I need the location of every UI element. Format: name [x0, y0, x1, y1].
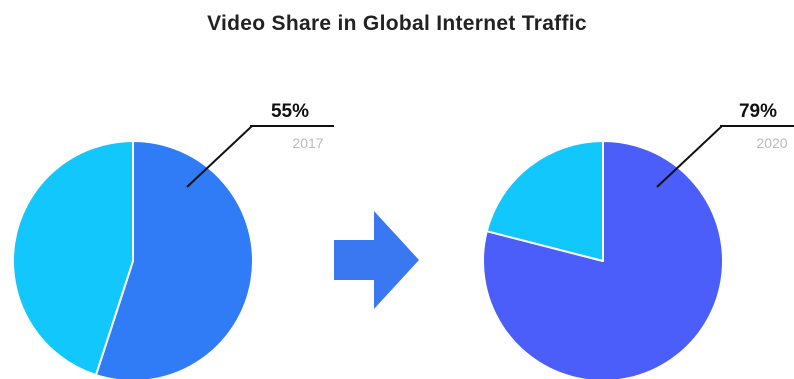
leader-line-2017 — [186, 125, 253, 188]
slice-other-2020 — [485, 140, 604, 262]
chart-title: Video Share in Global Internet Traffic — [207, 12, 587, 35]
slice-other-2017 — [11, 140, 134, 377]
year-label-2017: 2017 — [292, 135, 323, 151]
leader-line-2020 — [656, 125, 723, 188]
value-label-2020: 79% — [739, 101, 777, 122]
slice-video-2017 — [94, 140, 254, 379]
value-label-2017: 55% — [271, 101, 309, 122]
right-arrow-icon — [334, 211, 419, 309]
year-label-2020: 2020 — [756, 135, 787, 151]
pie-2020 — [482, 140, 724, 379]
pie-2017 — [11, 140, 254, 379]
